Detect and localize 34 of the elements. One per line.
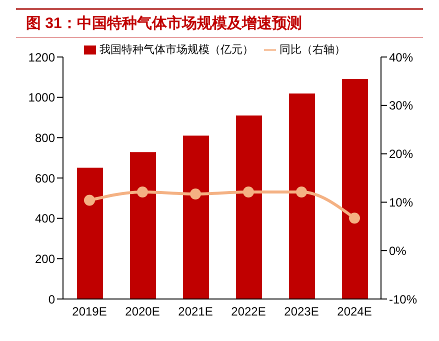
- y-tick-label: 800: [34, 130, 56, 145]
- x-tick-label: 2019E: [72, 304, 107, 319]
- y2-tick-label: 0%: [389, 244, 407, 258]
- y2-tick-label: 10%: [389, 195, 414, 210]
- bar: [183, 136, 209, 299]
- y2-tick-label: -10%: [389, 292, 418, 306]
- point: [296, 186, 307, 198]
- y-tick-label: 1200: [28, 50, 56, 64]
- bar: [77, 168, 103, 299]
- point: [137, 186, 148, 198]
- point: [84, 194, 95, 206]
- point: [190, 188, 201, 200]
- legend-label: 我国特种气体市场规模（亿元）: [100, 44, 254, 56]
- point: [349, 212, 360, 224]
- y-tick-label: 0: [48, 292, 56, 306]
- x-tick-label: 2020E: [125, 304, 160, 319]
- x-tick-label: 2022E: [231, 304, 266, 319]
- y2-tick-label: 20%: [389, 147, 414, 162]
- x-tick-label: 2024E: [337, 304, 372, 319]
- y-tick-label: 1000: [28, 90, 56, 105]
- x-tick-label: 2023E: [284, 304, 319, 319]
- chart-title: 图 31：中国特种气体市场规模及增速预测: [16, 8, 423, 38]
- y2-tick-label: 40%: [389, 50, 414, 64]
- bar: [236, 115, 262, 299]
- y-tick-label: 400: [34, 212, 56, 226]
- y2-tick-label: 30%: [389, 98, 414, 113]
- bar: [342, 78, 368, 299]
- y-tick-label: 200: [34, 252, 56, 266]
- y-tick-label: 600: [34, 171, 56, 186]
- bar: [130, 152, 156, 299]
- bar: [289, 94, 315, 299]
- legend-label: 同比（右轴）: [280, 44, 346, 56]
- point: [243, 186, 254, 198]
- x-tick-label: 2021E: [178, 304, 213, 319]
